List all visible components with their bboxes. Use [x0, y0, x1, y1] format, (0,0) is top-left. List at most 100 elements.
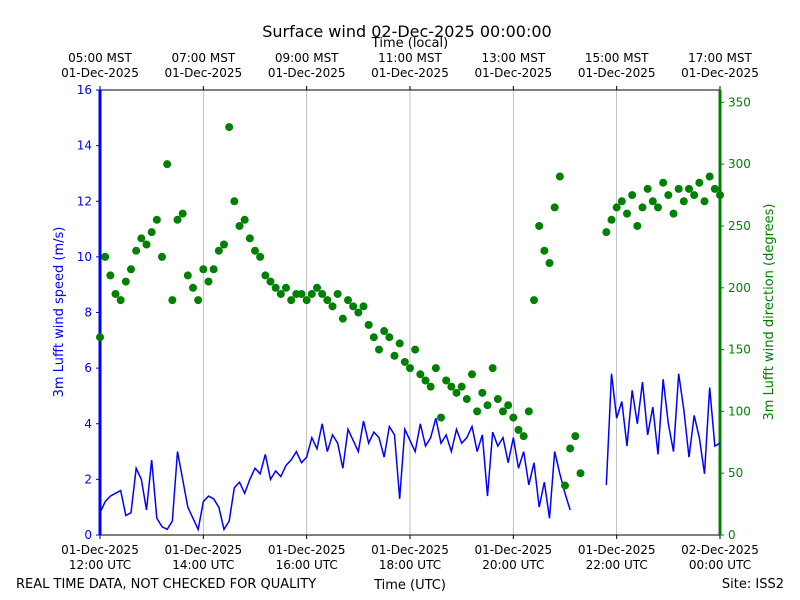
scatter-point — [623, 209, 631, 218]
y-tick-label: 14 — [77, 139, 92, 153]
x-tick-label: 20:00 UTC — [482, 558, 544, 572]
scatter-point — [271, 283, 280, 292]
scatter-point — [493, 395, 502, 404]
scatter-point — [540, 246, 549, 255]
scatter-point — [183, 271, 192, 280]
scatter-point — [457, 382, 466, 391]
scatter-point — [478, 388, 487, 397]
y-tick-label: 2 — [84, 472, 92, 486]
y-tick-label: 6 — [84, 361, 92, 375]
scatter-point — [204, 277, 213, 286]
top-x-tick-label: 01-Dec-2025 — [578, 66, 656, 80]
scatter-point — [566, 444, 575, 453]
scatter-point — [302, 296, 311, 305]
scatter-point — [602, 228, 611, 237]
y2-tick-label: 200 — [728, 281, 751, 295]
scatter-point — [664, 191, 673, 200]
scatter-point — [282, 283, 290, 292]
x-tick-label: 18:00 UTC — [379, 558, 441, 572]
scatter-point — [116, 296, 125, 305]
x-tick-label: 01-Dec-2025 — [578, 543, 656, 557]
scatter-point — [524, 407, 533, 416]
x-tick-label: 01-Dec-2025 — [164, 543, 242, 557]
scatter-point — [504, 401, 513, 410]
line-series — [99, 373, 721, 532]
y-tick-label: 12 — [77, 194, 92, 208]
top-x-tick-label: 17:00 MST — [688, 51, 752, 65]
scatter-point — [261, 271, 270, 280]
scatter-point — [96, 333, 104, 342]
scatter-point — [168, 296, 177, 305]
scatter-point — [571, 432, 580, 441]
top-x-tick-label: 07:00 MST — [171, 51, 235, 65]
x-tick-label: 14:00 UTC — [172, 558, 234, 572]
x-tick-label: 02-Dec-2025 — [681, 543, 759, 557]
scatter-point — [679, 197, 688, 206]
scatter-point — [612, 203, 621, 212]
scatter-point — [535, 221, 544, 230]
scatter-point — [488, 364, 497, 373]
scatter-point — [297, 289, 306, 298]
x-tick-label: 22:00 UTC — [586, 558, 648, 572]
scatter-point — [483, 401, 492, 410]
y-tick-label: 16 — [77, 83, 92, 97]
scatter-point — [101, 252, 110, 261]
x-tick-label: 01-Dec-2025 — [474, 543, 552, 557]
scatter-point — [173, 215, 182, 224]
scatter-point — [323, 296, 332, 305]
scatter-point — [364, 320, 373, 329]
y-tick-label: 0 — [84, 528, 92, 542]
scatter-point — [406, 364, 414, 373]
scatter-point — [685, 184, 693, 193]
y2-tick-label: 50 — [728, 466, 743, 480]
scatter-point — [561, 481, 569, 490]
scatter-point — [230, 197, 239, 206]
top-x-tick-label: 01-Dec-2025 — [268, 66, 346, 80]
x-tick-label: 01-Dec-2025 — [61, 543, 139, 557]
scatter-point — [633, 221, 642, 230]
scatter-point — [695, 178, 704, 187]
top-x-tick-label: 05:00 MST — [68, 51, 132, 65]
y-tick-label: 8 — [84, 306, 92, 320]
scatter-point — [628, 191, 637, 200]
scatter-point — [245, 234, 254, 243]
scatter-point — [369, 333, 378, 342]
scatter-point — [607, 215, 616, 224]
x-tick-label: 00:00 UTC — [689, 558, 751, 572]
scatter-point — [194, 296, 203, 305]
scatter-point — [152, 215, 161, 224]
scatter-point — [576, 469, 585, 478]
scatter-point — [344, 296, 352, 305]
scatter-point — [617, 197, 626, 206]
y2-tick-label: 300 — [728, 157, 751, 171]
scatter-point — [550, 203, 559, 212]
scatter-point — [142, 240, 151, 249]
top-x-tick-label: 01-Dec-2025 — [164, 66, 242, 80]
scatter-point — [638, 203, 647, 212]
scatter-point — [121, 277, 130, 286]
scatter-point — [333, 289, 342, 298]
scatter-point — [452, 388, 461, 397]
scatter-point — [648, 197, 657, 206]
y2-axis-label: 3m Lufft wind direction (degrees) — [762, 204, 777, 421]
scatter-point — [106, 271, 115, 280]
scatter-point — [380, 327, 389, 336]
scatter-point — [235, 221, 244, 230]
scatter-point — [690, 191, 699, 200]
scatter-point — [421, 376, 430, 385]
scatter-point — [674, 184, 683, 193]
scatter-point — [127, 265, 135, 274]
top-x-tick-label: 11:00 MST — [378, 51, 442, 65]
scatter-point — [199, 265, 208, 274]
top-x-tick-label: 01-Dec-2025 — [371, 66, 449, 80]
scatter-point — [220, 240, 228, 249]
scatter-point — [514, 425, 523, 434]
scatter-point — [643, 184, 652, 193]
scatter-point — [447, 382, 456, 391]
top-x-tick-label: 01-Dec-2025 — [474, 66, 552, 80]
scatter-point — [716, 191, 724, 200]
scatter-point — [442, 376, 451, 385]
scatter-point — [659, 178, 668, 187]
y2-tick-label: 250 — [728, 219, 751, 233]
scatter-point — [400, 357, 409, 366]
